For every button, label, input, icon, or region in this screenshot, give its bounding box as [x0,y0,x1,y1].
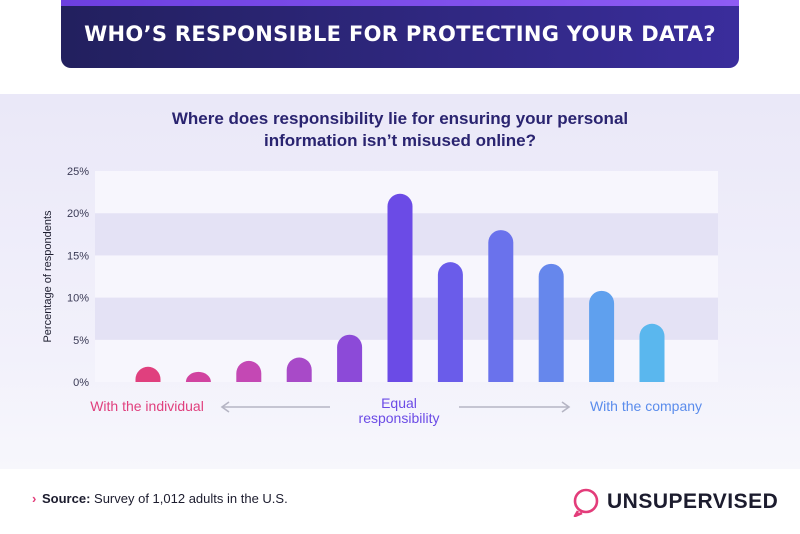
bar [236,360,262,382]
scale-label-equal: responsibility [359,410,440,426]
source-note: Source: Survey of 1,012 adults in the U.… [42,491,288,506]
bar [185,371,211,382]
brand-logo-icon [573,488,599,517]
scale-label-individual: With the individual [90,398,204,414]
y-axis-label: Percentage of respondents [42,210,54,343]
bar [488,230,514,382]
source-text: Survey of 1,012 adults in the U.S. [94,491,288,506]
scale-label-equal: Equal [381,395,417,411]
y-tick-label: 0% [73,377,89,389]
brand-logo: UNSUPERVISED [572,487,778,517]
bar [286,357,312,382]
y-tick-label: 20% [67,208,89,220]
bar [538,263,564,382]
source-chevron-icon: › [32,491,37,506]
chart-title-line-2: information isn’t misused online? [263,131,537,150]
bar [639,323,665,382]
scale-label-company: With the company [590,398,702,414]
bar [337,334,363,382]
banner-accent-stripe [61,0,739,6]
header-banner: WHO’S RESPONSIBLE FOR PROTECTING YOUR DA… [61,0,739,68]
page-title: WHO’S RESPONSIBLE FOR PROTECTING YOUR DA… [84,22,716,46]
chart-title: Where does responsibility lie for ensuri… [100,108,700,152]
right-arrow-head-icon [561,401,571,413]
bar [387,193,413,382]
y-tick-label: 5% [73,335,89,347]
bar [589,290,615,382]
bar [135,366,161,382]
y-tick-label: 15% [67,250,89,262]
left-arrow-head-icon [220,401,230,413]
y-tick-label: 10% [67,293,89,305]
chart-title-line-1: Where does responsibility lie for ensuri… [171,109,629,128]
bar [437,262,463,382]
brand-name: UNSUPERVISED [607,490,779,513]
source-label: Source: [42,491,91,506]
y-tick-label: 25% [67,166,89,178]
